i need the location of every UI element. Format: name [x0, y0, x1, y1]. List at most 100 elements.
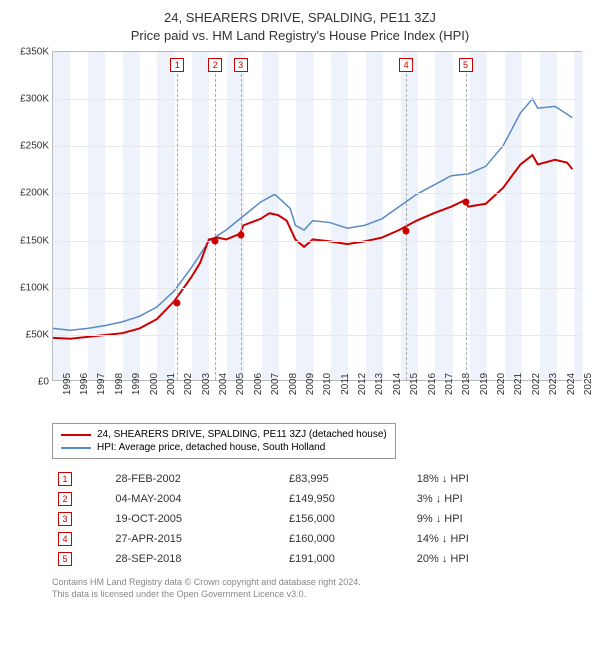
table-row: 1 28-FEB-2002£83,99518% ↓ HPI — [52, 469, 552, 489]
x-axis-label: 2006 — [253, 373, 264, 395]
table-row: 4 27-APR-2015£160,00014% ↓ HPI — [52, 529, 552, 549]
x-axis-label: 2020 — [496, 373, 507, 395]
gridline — [53, 193, 581, 194]
sale-marker-line — [241, 74, 242, 380]
sales-table: 1 28-FEB-2002£83,99518% ↓ HPI 2 04-MAY-2004… — [52, 469, 552, 569]
x-axis-label: 2024 — [566, 373, 577, 395]
x-axis-label: 2015 — [409, 373, 420, 395]
legend-item: 24, SHEARERS DRIVE, SPALDING, PE11 3ZJ (… — [61, 428, 387, 441]
x-axis-label: 2007 — [270, 373, 281, 395]
x-axis-label: 1997 — [96, 373, 107, 395]
sale-date: 19-OCT-2005 — [109, 509, 283, 529]
sale-date: 28-FEB-2002 — [109, 469, 283, 489]
y-axis-label: £300K — [20, 94, 49, 105]
sale-number-box: 2 — [58, 492, 72, 506]
sale-delta: 3% ↓ HPI — [411, 489, 552, 509]
sale-marker-dot — [403, 228, 410, 235]
legend-item: HPI: Average price, detached house, Sout… — [61, 441, 387, 454]
chart-lines-svg — [53, 52, 581, 380]
sale-marker-box: 5 — [459, 58, 473, 72]
chart-title-address: 24, SHEARERS DRIVE, SPALDING, PE11 3ZJ — [10, 10, 590, 25]
sale-delta: 9% ↓ HPI — [411, 509, 552, 529]
x-axis-label: 2004 — [218, 373, 229, 395]
x-axis-label: 2010 — [322, 373, 333, 395]
sale-number-box: 3 — [58, 512, 72, 526]
x-axis-label: 1998 — [114, 373, 125, 395]
x-axis-label: 2018 — [461, 373, 472, 395]
sale-marker-box: 2 — [208, 58, 222, 72]
sale-number-box: 4 — [58, 532, 72, 546]
x-axis-label: 1996 — [79, 373, 90, 395]
sale-marker-dot — [212, 237, 219, 244]
y-axis-label: £250K — [20, 141, 49, 152]
table-row: 2 04-MAY-2004£149,9503% ↓ HPI — [52, 489, 552, 509]
y-axis-label: £150K — [20, 235, 49, 246]
table-row: 3 19-OCT-2005£156,0009% ↓ HPI — [52, 509, 552, 529]
legend-label: 24, SHEARERS DRIVE, SPALDING, PE11 3ZJ (… — [97, 429, 387, 440]
y-axis-label: £0 — [38, 377, 49, 388]
x-axis-label: 2023 — [548, 373, 559, 395]
sale-delta: 14% ↓ HPI — [411, 529, 552, 549]
sale-marker-dot — [462, 198, 469, 205]
x-axis-label: 2008 — [288, 373, 299, 395]
sale-marker-box: 1 — [170, 58, 184, 72]
x-axis-label: 2022 — [531, 373, 542, 395]
x-axis-label: 2025 — [583, 373, 594, 395]
sale-marker-line — [466, 74, 467, 380]
table-row: 5 28-SEP-2018£191,00020% ↓ HPI — [52, 549, 552, 569]
x-axis-label: 2016 — [427, 373, 438, 395]
sale-price: £149,950 — [283, 489, 411, 509]
x-axis-label: 2013 — [374, 373, 385, 395]
x-axis-label: 1995 — [62, 373, 73, 395]
x-axis-label: 2003 — [201, 373, 212, 395]
sale-date: 27-APR-2015 — [109, 529, 283, 549]
x-axis-label: 2011 — [340, 373, 351, 395]
sale-number-box: 1 — [58, 472, 72, 486]
y-axis-label: £200K — [20, 188, 49, 199]
sale-price: £160,000 — [283, 529, 411, 549]
sale-date: 04-MAY-2004 — [109, 489, 283, 509]
footer-attribution: Contains HM Land Registry data © Crown c… — [52, 577, 590, 600]
x-axis-label: 2017 — [444, 373, 455, 395]
x-axis-label: 2001 — [166, 373, 177, 395]
gridline — [53, 146, 581, 147]
footer-line1: Contains HM Land Registry data © Crown c… — [52, 577, 590, 589]
hpi-line — [53, 99, 572, 330]
x-axis-label: 2019 — [479, 373, 490, 395]
legend-swatch — [61, 434, 91, 436]
sale-marker-dot — [237, 231, 244, 238]
sale-delta: 18% ↓ HPI — [411, 469, 552, 489]
sale-marker-box: 3 — [234, 58, 248, 72]
x-axis-label: 2002 — [183, 373, 194, 395]
gridline — [53, 99, 581, 100]
sale-marker-line — [177, 74, 178, 380]
sale-marker-line — [215, 74, 216, 380]
gridline — [53, 335, 581, 336]
x-axis-label: 1999 — [131, 373, 142, 395]
chart-plot-area: £0£50K£100K£150K£200K£250K£300K£350K1995… — [52, 51, 582, 381]
x-axis-label: 2009 — [305, 373, 316, 395]
sale-delta: 20% ↓ HPI — [411, 549, 552, 569]
footer-line2: This data is licensed under the Open Gov… — [52, 589, 590, 601]
legend-label: HPI: Average price, detached house, Sout… — [97, 442, 325, 453]
chart-legend: 24, SHEARERS DRIVE, SPALDING, PE11 3ZJ (… — [52, 423, 396, 459]
legend-swatch — [61, 447, 91, 449]
gridline — [53, 288, 581, 289]
sale-number-box: 5 — [58, 552, 72, 566]
sale-marker-dot — [174, 299, 181, 306]
x-axis-label: 2014 — [392, 373, 403, 395]
x-axis-label: 2012 — [357, 373, 368, 395]
y-axis-label: £100K — [20, 282, 49, 293]
sale-date: 28-SEP-2018 — [109, 549, 283, 569]
sale-price: £83,995 — [283, 469, 411, 489]
gridline — [53, 241, 581, 242]
sale-marker-box: 4 — [399, 58, 413, 72]
chart-title-sub: Price paid vs. HM Land Registry's House … — [10, 28, 590, 43]
y-axis-label: £350K — [20, 47, 49, 58]
sale-price: £191,000 — [283, 549, 411, 569]
sale-price: £156,000 — [283, 509, 411, 529]
x-axis-label: 2021 — [513, 373, 524, 395]
x-axis-label: 2000 — [149, 373, 160, 395]
property-line — [53, 155, 572, 339]
y-axis-label: £50K — [26, 329, 49, 340]
